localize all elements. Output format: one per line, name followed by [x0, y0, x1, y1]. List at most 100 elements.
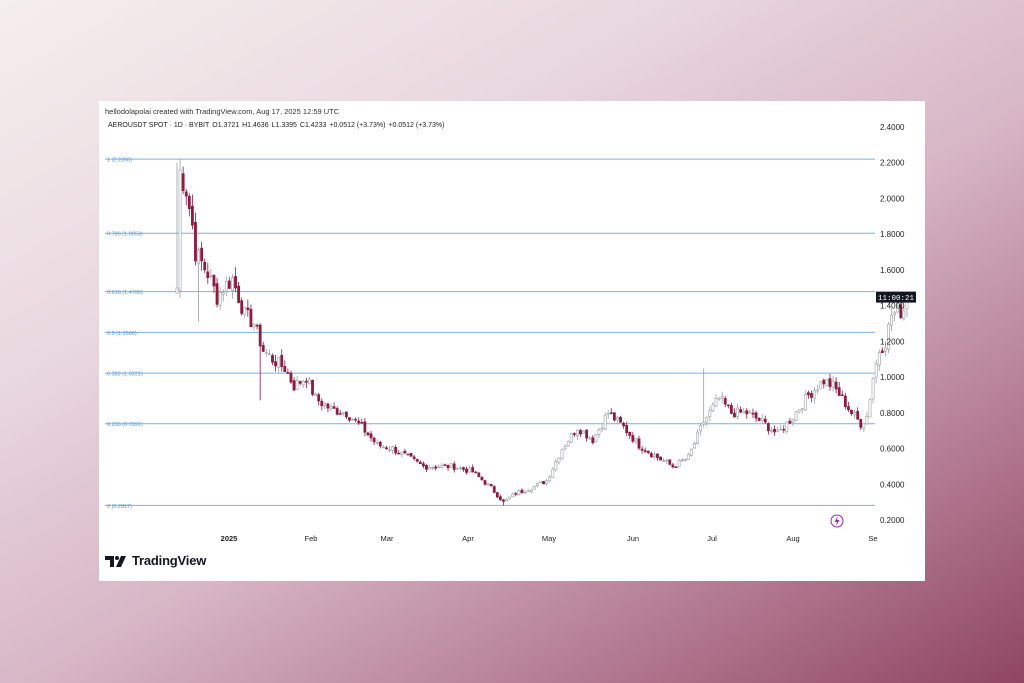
candle-body [505, 498, 508, 502]
tradingview-brand[interactable]: TradingView [105, 553, 206, 568]
candle-body [883, 347, 887, 352]
candle-body [215, 283, 219, 305]
candle-body [662, 460, 666, 462]
candle-body [335, 408, 339, 415]
candle-body [816, 389, 820, 392]
candle-body [332, 406, 336, 409]
candle-body [181, 173, 185, 191]
x-tick-label: May [542, 534, 556, 543]
candle-body [902, 310, 906, 319]
candle-body [770, 430, 773, 432]
fib-label: 0.786 (1.8053) [107, 232, 143, 238]
y-tick-label: 0.8000 [880, 409, 905, 418]
candle-body [341, 412, 345, 414]
candle-body [249, 308, 253, 328]
candle-body [400, 451, 404, 455]
candle-body [372, 437, 376, 443]
candle-body [542, 481, 545, 485]
candle-body [483, 480, 487, 485]
candle-body [378, 441, 382, 447]
candle-body [351, 419, 354, 421]
candle-body [348, 417, 351, 421]
candle-body [406, 453, 410, 456]
candle-body [766, 423, 770, 432]
candle-body [683, 458, 687, 461]
candle-body [788, 420, 792, 424]
candle-body [760, 417, 764, 421]
candle-body [890, 315, 893, 326]
candle-body [652, 454, 656, 458]
candle-body [880, 350, 884, 354]
y-tick-label: 2.4000 [880, 123, 905, 132]
candle-body [243, 306, 247, 316]
candle-body [785, 421, 789, 432]
candle-body [837, 387, 841, 396]
candle-body [252, 324, 256, 328]
candle-body [539, 481, 542, 484]
candle-body [717, 397, 721, 400]
candle-body [591, 437, 595, 444]
candle-body [255, 324, 259, 327]
candle-body [468, 467, 472, 473]
candle-body [308, 378, 311, 385]
candle-body [693, 443, 696, 449]
candle-body [520, 490, 524, 493]
candle-body [317, 394, 321, 402]
candle-body [729, 405, 733, 414]
candle-body [274, 361, 277, 367]
candle-body [656, 453, 659, 459]
candle-body [240, 300, 244, 314]
candle-body [545, 480, 549, 484]
candle-body [705, 416, 709, 423]
candle-body [711, 404, 715, 412]
lightning-icon[interactable] [830, 514, 844, 528]
fib-label: 0.618 (1.4786) [107, 290, 143, 296]
candle-body [237, 285, 241, 303]
candle-body [194, 221, 197, 262]
candle-body [646, 450, 650, 453]
candle-body [597, 429, 601, 435]
x-tick-label: Apr [462, 534, 474, 543]
candle-body [234, 275, 237, 289]
candle-body [529, 489, 533, 492]
candle-body [498, 496, 502, 501]
candle-body [840, 394, 844, 396]
candle-body [292, 380, 296, 391]
x-tick-label: Feb [305, 534, 318, 543]
fib-label: 0.5 (1.2500) [107, 331, 137, 337]
candle-body [366, 432, 370, 436]
candle-body [360, 422, 364, 424]
candle-body [224, 281, 228, 292]
candle-body [733, 412, 736, 418]
x-tick-label: Aug [786, 534, 799, 543]
candle-body [745, 410, 749, 415]
candle-body [634, 438, 638, 442]
candlestick-chart[interactable]: 1 (2.2200) 0.786 (1.8053) 0.618 (1.4786) 0.… [99, 101, 925, 581]
candle-body [548, 476, 552, 482]
ohlc-change: +0.0512 (+3.73%) [329, 122, 386, 129]
candle-body [726, 404, 730, 407]
candle-body [218, 291, 222, 306]
candle-body [465, 468, 468, 473]
candle-body [868, 399, 872, 418]
candle-body [874, 363, 878, 378]
candle-body [557, 457, 561, 463]
candle-body [806, 392, 810, 396]
candle-body [566, 441, 570, 447]
candle-body [856, 411, 860, 420]
candle-body [551, 468, 555, 478]
candle-body [434, 466, 438, 469]
candle-body [847, 406, 850, 410]
candle-body [277, 356, 281, 368]
candle-body [514, 493, 518, 495]
candle-body [776, 429, 780, 432]
candle-body [458, 467, 462, 469]
candle-body [696, 431, 699, 444]
candle-body [502, 499, 505, 502]
candle-body [369, 433, 373, 439]
candle-body [575, 429, 579, 437]
fib-label: 0.382 (1.0221) [107, 372, 143, 378]
x-tick-label: Mar [381, 534, 394, 543]
candle-body [803, 393, 807, 411]
candle-body [797, 409, 801, 413]
